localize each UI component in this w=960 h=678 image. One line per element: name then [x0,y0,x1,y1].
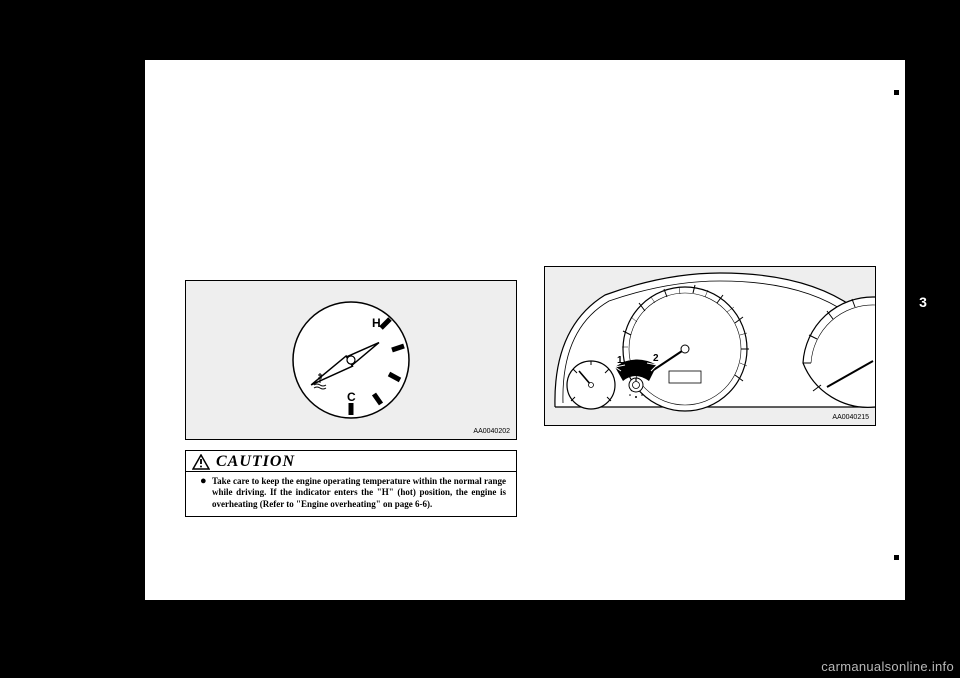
knob-label-1: 1 [617,355,623,366]
two-column-layout: H C AA0040202 [185,90,875,580]
warning-triangle-icon [192,454,210,470]
caution-box: CAUTION ● Take care to keep the engine o… [185,450,517,517]
page-content: H C AA0040202 [185,90,875,580]
instrument-cluster-figure: 1 2 AA0040215 [544,266,876,426]
caution-header: CAUTION [186,451,516,472]
section-tab: 3 [911,290,935,314]
coolant-gauge-svg: H C [286,295,416,425]
figure-code-right: AA0040215 [832,414,869,421]
watermark: carmanualsonline.info [821,659,954,674]
right-column: 1 2 AA0040215 [544,90,875,580]
gauge-h-label: H [372,316,381,330]
figure-code-left: AA0040202 [473,428,510,435]
coolant-gauge-figure: H C AA0040202 [185,280,517,440]
caution-title: CAUTION [216,453,295,471]
manual-page: 3 [145,60,905,600]
left-column: H C AA0040202 [185,90,516,580]
caution-text: Take care to keep the engine operating t… [212,476,506,510]
section-number: 3 [919,294,927,310]
corner-marker-top [894,90,899,95]
caution-body: ● Take care to keep the engine operating… [186,472,516,516]
knob-label-2: 2 [653,353,659,364]
gauge-c-label: C [347,390,356,404]
instrument-cluster-svg: 1 2 [545,267,875,425]
figure-inner: H C [190,285,512,435]
corner-marker-bottom [894,555,899,560]
bullet-icon: ● [200,476,212,510]
